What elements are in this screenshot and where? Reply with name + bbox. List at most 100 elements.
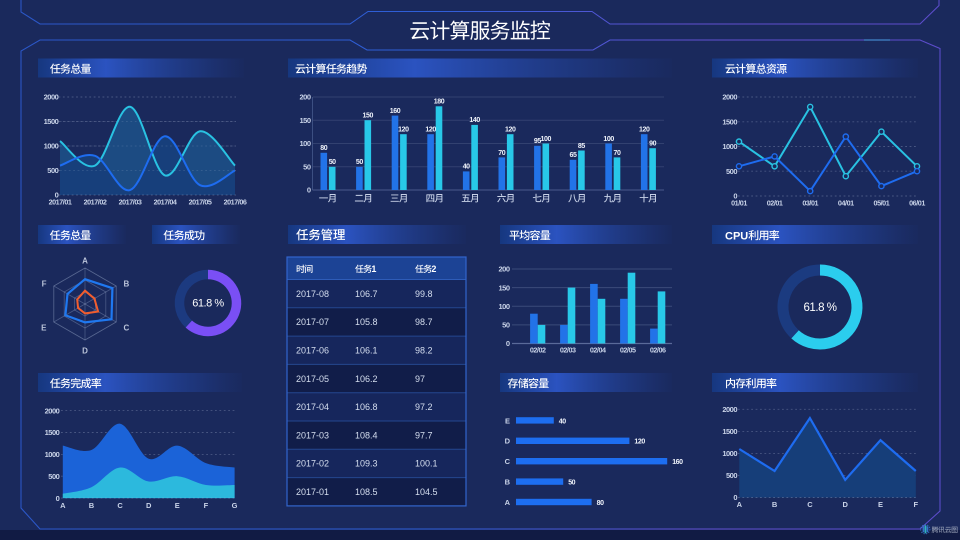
svg-text:106.2: 106.2 <box>355 374 378 384</box>
svg-text:40: 40 <box>463 164 470 171</box>
svg-text:05/01: 05/01 <box>874 198 890 207</box>
svg-text:2000: 2000 <box>45 406 60 415</box>
svg-text:106.8: 106.8 <box>355 402 378 412</box>
svg-text:02/02: 02/02 <box>530 345 546 354</box>
svg-text:02/04: 02/04 <box>590 345 606 354</box>
svg-text:500: 500 <box>48 472 59 481</box>
svg-text:02/06: 02/06 <box>650 345 666 354</box>
svg-text:160: 160 <box>672 459 683 466</box>
svg-text:0: 0 <box>506 339 510 348</box>
svg-text:109.3: 109.3 <box>355 459 378 469</box>
svg-text:100.1: 100.1 <box>415 459 438 469</box>
svg-text:02/05: 02/05 <box>620 345 636 354</box>
svg-text:70: 70 <box>614 150 621 157</box>
svg-text:1500: 1500 <box>45 428 60 437</box>
svg-text:97.7: 97.7 <box>415 430 433 440</box>
svg-text:1500: 1500 <box>722 427 737 436</box>
svg-text:B: B <box>772 500 778 509</box>
svg-text:70: 70 <box>498 150 505 157</box>
svg-text:D: D <box>82 347 88 356</box>
svg-text:97: 97 <box>415 374 425 384</box>
svg-text:2017/01: 2017/01 <box>49 198 72 207</box>
svg-text:40: 40 <box>559 418 566 425</box>
svg-text:2017/04: 2017/04 <box>154 198 177 207</box>
svg-text:1500: 1500 <box>722 118 737 127</box>
svg-text:2017-04: 2017-04 <box>296 402 329 412</box>
svg-text:06/01: 06/01 <box>909 198 925 207</box>
svg-text:2017-03: 2017-03 <box>296 430 329 440</box>
svg-text:04/01: 04/01 <box>838 198 854 207</box>
svg-text:90: 90 <box>649 141 656 148</box>
svg-text:2017/05: 2017/05 <box>189 198 212 207</box>
svg-text:98.7: 98.7 <box>415 317 433 327</box>
svg-text:1000: 1000 <box>722 449 737 458</box>
svg-text:65: 65 <box>570 152 577 159</box>
svg-text:2000: 2000 <box>722 405 737 414</box>
svg-text:B: B <box>505 478 511 487</box>
svg-text:80: 80 <box>320 145 327 152</box>
svg-text:100: 100 <box>603 136 614 143</box>
svg-text:G: G <box>232 501 238 510</box>
svg-text:A: A <box>82 257 88 266</box>
svg-text:2000: 2000 <box>722 93 737 102</box>
svg-text:F: F <box>914 500 919 509</box>
svg-text:140: 140 <box>469 117 480 124</box>
svg-text:E: E <box>505 416 510 425</box>
svg-text:108.5: 108.5 <box>355 487 378 497</box>
svg-text:105.8: 105.8 <box>355 317 378 327</box>
svg-text:0: 0 <box>733 192 737 201</box>
svg-text:02/01: 02/01 <box>767 198 783 207</box>
svg-text:120: 120 <box>505 127 516 134</box>
svg-text:200: 200 <box>498 265 509 274</box>
svg-text:D: D <box>505 437 511 446</box>
svg-text:120: 120 <box>425 127 436 134</box>
svg-text:50: 50 <box>568 480 575 487</box>
svg-text:150: 150 <box>299 116 310 125</box>
svg-text:B: B <box>124 280 130 289</box>
svg-text:C: C <box>124 324 130 333</box>
svg-text:50: 50 <box>303 162 311 171</box>
svg-text:100: 100 <box>541 136 552 143</box>
svg-text:C: C <box>117 501 123 510</box>
svg-text:2017/06: 2017/06 <box>224 198 247 207</box>
svg-text:0: 0 <box>307 186 311 195</box>
svg-text:1000: 1000 <box>44 142 59 151</box>
svg-text:01/01: 01/01 <box>731 198 747 207</box>
svg-text:B: B <box>89 501 95 510</box>
svg-text:50: 50 <box>502 321 510 330</box>
svg-text:180: 180 <box>434 99 445 106</box>
svg-text:D: D <box>146 501 152 510</box>
svg-text:2017/03: 2017/03 <box>119 198 142 207</box>
svg-text:80: 80 <box>597 500 604 507</box>
svg-text:500: 500 <box>726 471 737 480</box>
svg-text:F: F <box>42 280 47 289</box>
svg-text:160: 160 <box>390 108 401 115</box>
svg-text:99.8: 99.8 <box>415 289 433 299</box>
svg-text:C: C <box>807 500 813 509</box>
svg-text:100: 100 <box>299 139 310 148</box>
svg-text:50: 50 <box>356 159 363 166</box>
svg-text:E: E <box>878 500 883 509</box>
svg-text:F: F <box>204 501 209 510</box>
svg-text:1000: 1000 <box>722 142 737 151</box>
svg-text:2000: 2000 <box>44 93 59 102</box>
svg-text:100: 100 <box>498 302 509 311</box>
svg-text:106.7: 106.7 <box>355 289 378 299</box>
svg-text:500: 500 <box>47 166 58 175</box>
svg-text:108.4: 108.4 <box>355 430 378 440</box>
svg-text:D: D <box>842 500 848 509</box>
svg-text:200: 200 <box>299 93 310 102</box>
svg-text:2017/02: 2017/02 <box>84 198 107 207</box>
svg-text:120: 120 <box>639 127 650 134</box>
svg-text:106.1: 106.1 <box>355 345 378 355</box>
svg-text:1: 1 <box>371 264 376 274</box>
svg-text:C: C <box>505 457 511 466</box>
svg-text:95: 95 <box>534 138 541 145</box>
svg-text:2: 2 <box>431 264 436 274</box>
svg-text:0: 0 <box>56 494 60 503</box>
svg-text:2017-07: 2017-07 <box>296 317 329 327</box>
svg-text:A: A <box>737 500 743 509</box>
svg-text:CPU: CPU <box>725 230 748 242</box>
svg-text:98.2: 98.2 <box>415 345 433 355</box>
svg-text:2017-02: 2017-02 <box>296 459 329 469</box>
